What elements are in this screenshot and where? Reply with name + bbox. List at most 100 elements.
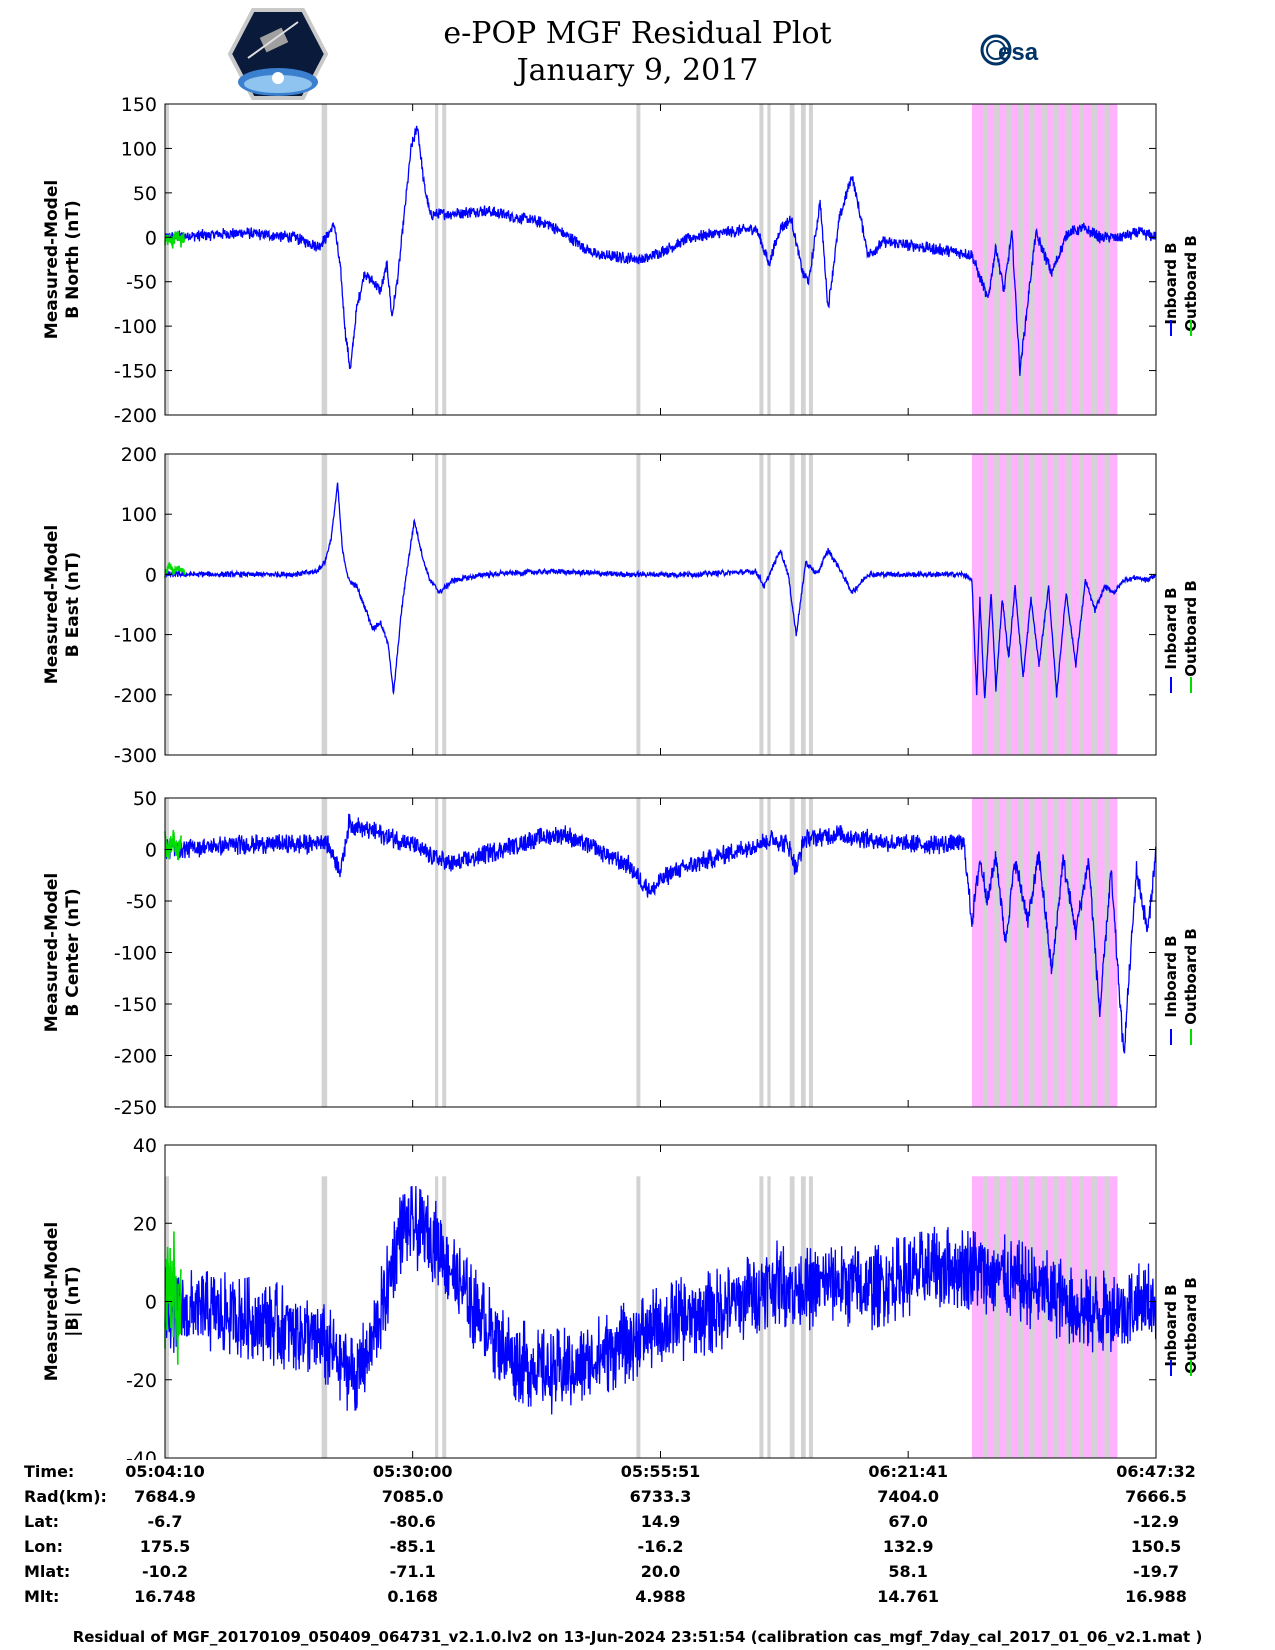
- gray-band: [789, 798, 795, 1107]
- y-tick-label: -100: [114, 625, 157, 647]
- outboard-b-line: [164, 231, 186, 249]
- gray-band: [1006, 454, 1012, 755]
- y-axis-label: Measured-Model: [42, 525, 62, 684]
- gray-band: [759, 104, 764, 415]
- footer-cell: -6.7: [147, 1512, 183, 1531]
- y-axis-label: |B| (nT): [63, 1266, 83, 1337]
- footer-cell: 0.168: [387, 1587, 438, 1606]
- gray-band: [767, 798, 771, 1107]
- footer-cell: -19.7: [1132, 1562, 1180, 1581]
- footer-cell: 16.748: [134, 1587, 196, 1606]
- gray-band: [1066, 798, 1072, 1107]
- gray-band: [1018, 104, 1024, 415]
- footer-cell: 16.988: [1125, 1587, 1187, 1606]
- y-axis-label: Measured-Model: [42, 873, 62, 1032]
- panel-3: 50 0 -50 -100 -150 -200 -250 Measured-Model B Ce…: [42, 788, 1200, 1119]
- panel-1: 150 100 50 0 -50 -100 -150 -200 Measured-Model B …: [42, 94, 1200, 427]
- inboard-b-line: [164, 1185, 1157, 1415]
- gray-band: [435, 1176, 439, 1458]
- legend-inboard-label: Inboard B: [1162, 935, 1180, 1017]
- gray-band: [1006, 1176, 1012, 1458]
- gray-band: [1104, 798, 1110, 1107]
- y-tick-label: 100: [121, 504, 157, 526]
- y-tick-label: 200: [121, 444, 157, 466]
- gray-band: [321, 104, 328, 415]
- gray-band: [1078, 798, 1084, 1107]
- gray-band: [994, 454, 1000, 755]
- gray-band: [435, 454, 439, 755]
- y-axis-label: B North (nT): [63, 200, 83, 319]
- y-axis-label: B Center (nT): [63, 888, 83, 1016]
- footer-cell: 150.5: [1130, 1537, 1182, 1556]
- y-tick-label: 150: [121, 94, 157, 116]
- gray-band: [321, 798, 328, 1107]
- gray-band: [435, 104, 439, 415]
- y-tick-label: -20: [126, 1370, 157, 1392]
- gray-band: [1104, 104, 1110, 415]
- gray-band: [1042, 798, 1048, 1107]
- footer-cell: 6733.3: [629, 1487, 692, 1506]
- y-tick-label: -40: [126, 1448, 157, 1460]
- gray-band: [1091, 798, 1097, 1107]
- gray-band: [1066, 104, 1072, 415]
- legend-outboard-label: Outboard B: [1182, 580, 1200, 677]
- gray-band: [983, 798, 989, 1107]
- footer-row-label: Lon:: [24, 1537, 63, 1556]
- gray-band: [1078, 104, 1084, 415]
- footer-cell: -16.2: [637, 1537, 684, 1556]
- y-tick-label: 0: [145, 1292, 157, 1314]
- footer-cell: 175.5: [139, 1537, 191, 1556]
- legend-inboard-label: Inboard B: [1162, 1284, 1180, 1366]
- y-tick-label: 0: [145, 564, 157, 586]
- gray-band: [767, 1176, 771, 1458]
- esa-logo-text: esa: [998, 39, 1039, 66]
- gray-band: [1053, 454, 1059, 755]
- gray-band: [789, 1176, 795, 1458]
- gray-band: [994, 104, 1000, 415]
- gray-band: [1042, 454, 1048, 755]
- legend-outboard-label: Outboard B: [1182, 928, 1200, 1025]
- footer-cell: 7684.9: [134, 1487, 196, 1506]
- gray-band: [1053, 798, 1059, 1107]
- gray-band: [800, 1176, 806, 1458]
- inboard-b-line: [164, 813, 1157, 1054]
- gray-band: [321, 454, 328, 755]
- gray-band: [808, 1176, 813, 1458]
- y-tick-label: 20: [133, 1213, 157, 1235]
- y-tick-label: 50: [133, 183, 157, 205]
- calibration-note: Residual of MGF_20170109_050409_064731_v…: [72, 1628, 1203, 1646]
- outboard-b-line: [164, 829, 182, 861]
- footer-cell: 05:04:10: [125, 1462, 205, 1481]
- y-axis-label: B East (nT): [63, 552, 83, 657]
- gray-band: [1042, 1176, 1048, 1458]
- orbit-info-table: Time: Rad(km): Lat: Lon: Mlat: Mlt: 05:04:10 76…: [0, 1458, 1275, 1618]
- footer-row-label: Lat:: [24, 1512, 60, 1531]
- footer-cell: 14.9: [640, 1512, 681, 1531]
- gray-band: [983, 1176, 989, 1458]
- y-tick-label: -50: [126, 891, 157, 913]
- gray-band: [1091, 104, 1097, 415]
- y-tick-label: 0: [145, 227, 157, 249]
- footer-cell: -85.1: [389, 1537, 436, 1556]
- gray-band: [983, 104, 989, 415]
- footer-cell: 58.1: [888, 1562, 928, 1581]
- y-tick-label: -150: [114, 994, 157, 1016]
- gray-band: [1006, 798, 1012, 1107]
- gray-band: [800, 454, 806, 755]
- gray-band: [442, 104, 447, 415]
- legend-inboard-label: Inboard B: [1162, 242, 1180, 324]
- footer-cell: 67.0: [888, 1512, 928, 1531]
- legend-outboard-label: Outboard B: [1182, 1277, 1200, 1374]
- footer-row-label: Mlat:: [24, 1562, 71, 1581]
- gray-band: [1018, 798, 1024, 1107]
- gray-band: [994, 798, 1000, 1107]
- gray-band: [165, 104, 169, 415]
- footer-cell: 14.761: [877, 1587, 940, 1606]
- gray-band: [1029, 104, 1035, 415]
- footer-cell: 7404.0: [877, 1487, 940, 1506]
- gray-band: [1078, 454, 1084, 755]
- gray-band: [759, 798, 764, 1107]
- gray-band: [1029, 1176, 1035, 1458]
- footer-cell: -12.9: [1132, 1512, 1180, 1531]
- outboard-b-line: [164, 562, 186, 579]
